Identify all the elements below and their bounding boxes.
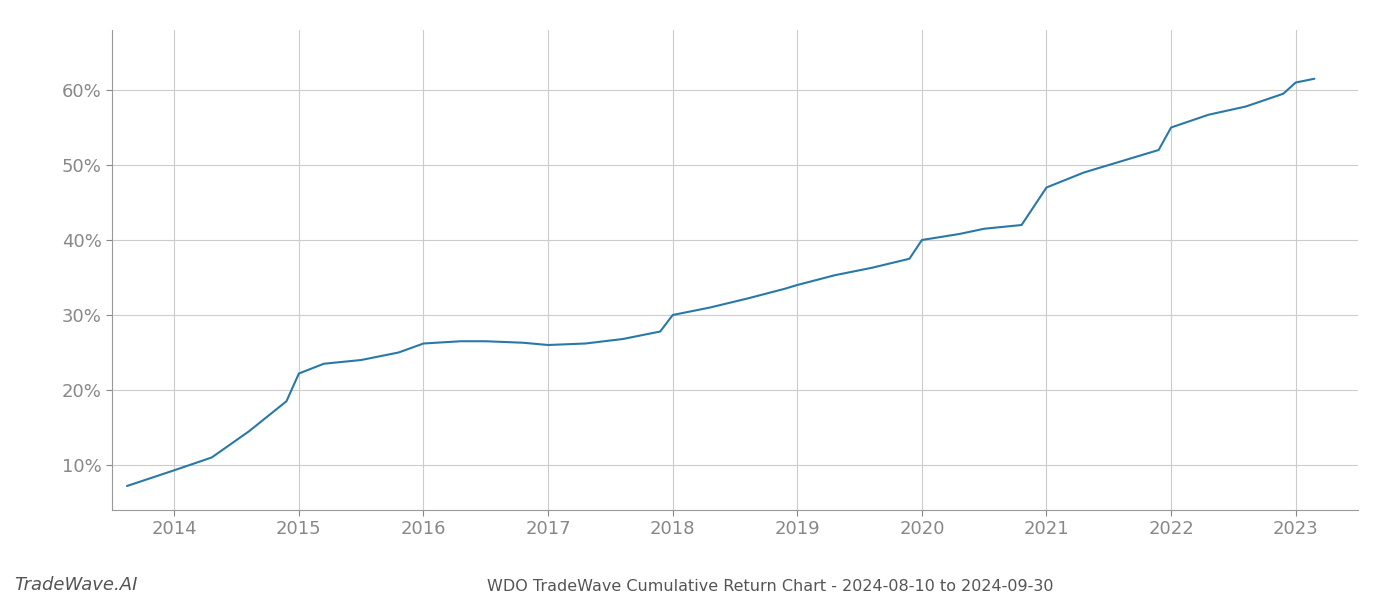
Text: WDO TradeWave Cumulative Return Chart - 2024-08-10 to 2024-09-30: WDO TradeWave Cumulative Return Chart - … bbox=[487, 579, 1053, 594]
Text: TradeWave.AI: TradeWave.AI bbox=[14, 576, 137, 594]
